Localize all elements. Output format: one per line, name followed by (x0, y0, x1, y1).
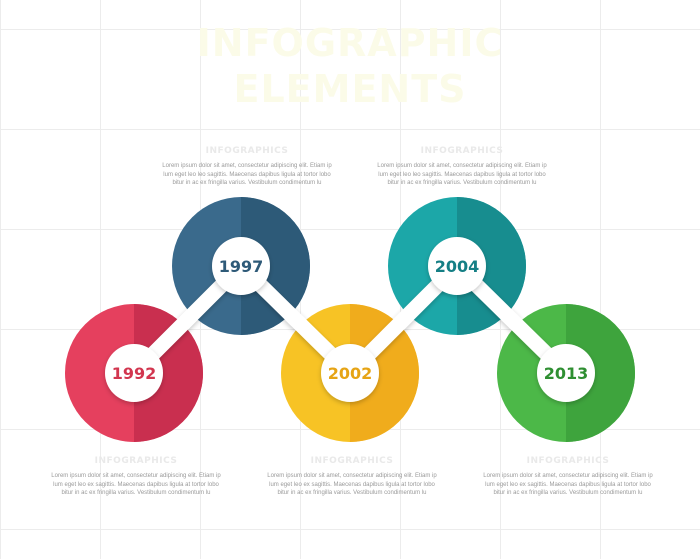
text-block-heading: INFOGRAPHICS (420, 146, 504, 156)
text-block-2004: INFOGRAPHICS Lorem ipsum dolor sit amet,… (372, 146, 552, 188)
text-line: bitur in ac ex fringilla varius. Vestibu… (493, 490, 643, 496)
text-line: lum eget leo ex sagittis. Maecenas dapib… (269, 481, 435, 488)
year-label: 2004 (435, 257, 480, 276)
text-line: bitur in ac ex fringilla varius. Vestibu… (277, 490, 427, 496)
year-label: 2013 (544, 364, 589, 383)
text-line: lum eget leo ex sagittis. Maecenas dapib… (485, 481, 651, 488)
text-block-heading: INFOGRAPHICS (94, 456, 178, 466)
text-block-heading: INFOGRAPHICS (205, 146, 289, 156)
text-block-body: Lorem ipsum dolor sit amet, consectetur … (262, 472, 442, 498)
text-line: bitur in ac ex fringilla varius. Vestibu… (172, 180, 322, 186)
text-block-1997: INFOGRAPHICS Lorem ipsum dolor sit amet,… (157, 146, 337, 188)
text-line: Lorem ipsum dolor sit amet, consectetur … (483, 473, 653, 479)
text-block-body: Lorem ipsum dolor sit amet, consectetur … (372, 162, 552, 188)
text-line: bitur in ac ex fringilla varius. Vestibu… (61, 490, 211, 496)
text-line: Lorem ipsum dolor sit amet, consectetur … (377, 163, 547, 169)
year-badge-2013: 2013 (537, 344, 595, 402)
title-line-2: ELEMENTS (233, 67, 467, 111)
text-line: Lorem ipsum dolor sit amet, consectetur … (51, 473, 221, 479)
text-line: lum eget leo ex sagittis. Maecenas dapib… (53, 481, 219, 488)
title-line-1: INFOGRAPHIC (196, 21, 504, 65)
year-label: 1997 (219, 257, 264, 276)
year-label: 2002 (328, 364, 373, 383)
year-label: 1992 (112, 364, 157, 383)
text-line: Lorem ipsum dolor sit amet, consectetur … (162, 163, 332, 169)
year-badge-1997: 1997 (212, 237, 270, 295)
year-badge-1992: 1992 (105, 344, 163, 402)
year-badge-2004: 2004 (428, 237, 486, 295)
text-line: bitur in ac ex fringilla varius. Vestibu… (387, 180, 537, 186)
text-block-heading: INFOGRAPHICS (310, 456, 394, 466)
text-block-body: Lorem ipsum dolor sit amet, consectetur … (46, 472, 226, 498)
text-line: lum eget leo leo sagittis. Maecenas dapi… (163, 171, 331, 178)
text-block-2013: INFOGRAPHICS Lorem ipsum dolor sit amet,… (478, 456, 658, 498)
circle-shade (457, 197, 526, 335)
text-block-heading: INFOGRAPHICS (526, 456, 610, 466)
text-block-body: Lorem ipsum dolor sit amet, consectetur … (157, 162, 337, 188)
text-line: lum eget leo leo sagittis. Maecenas dapi… (378, 171, 546, 178)
circle-shade (566, 304, 635, 442)
text-block-2002: INFOGRAPHICS Lorem ipsum dolor sit amet,… (262, 456, 442, 498)
circle-shade (134, 304, 203, 442)
year-badge-2002: 2002 (321, 344, 379, 402)
circle-shade (350, 304, 419, 442)
circle-shade (241, 197, 310, 335)
text-block-1992: INFOGRAPHICS Lorem ipsum dolor sit amet,… (46, 456, 226, 498)
text-line: Lorem ipsum dolor sit amet, consectetur … (267, 473, 437, 479)
text-block-body: Lorem ipsum dolor sit amet, consectetur … (478, 472, 658, 498)
